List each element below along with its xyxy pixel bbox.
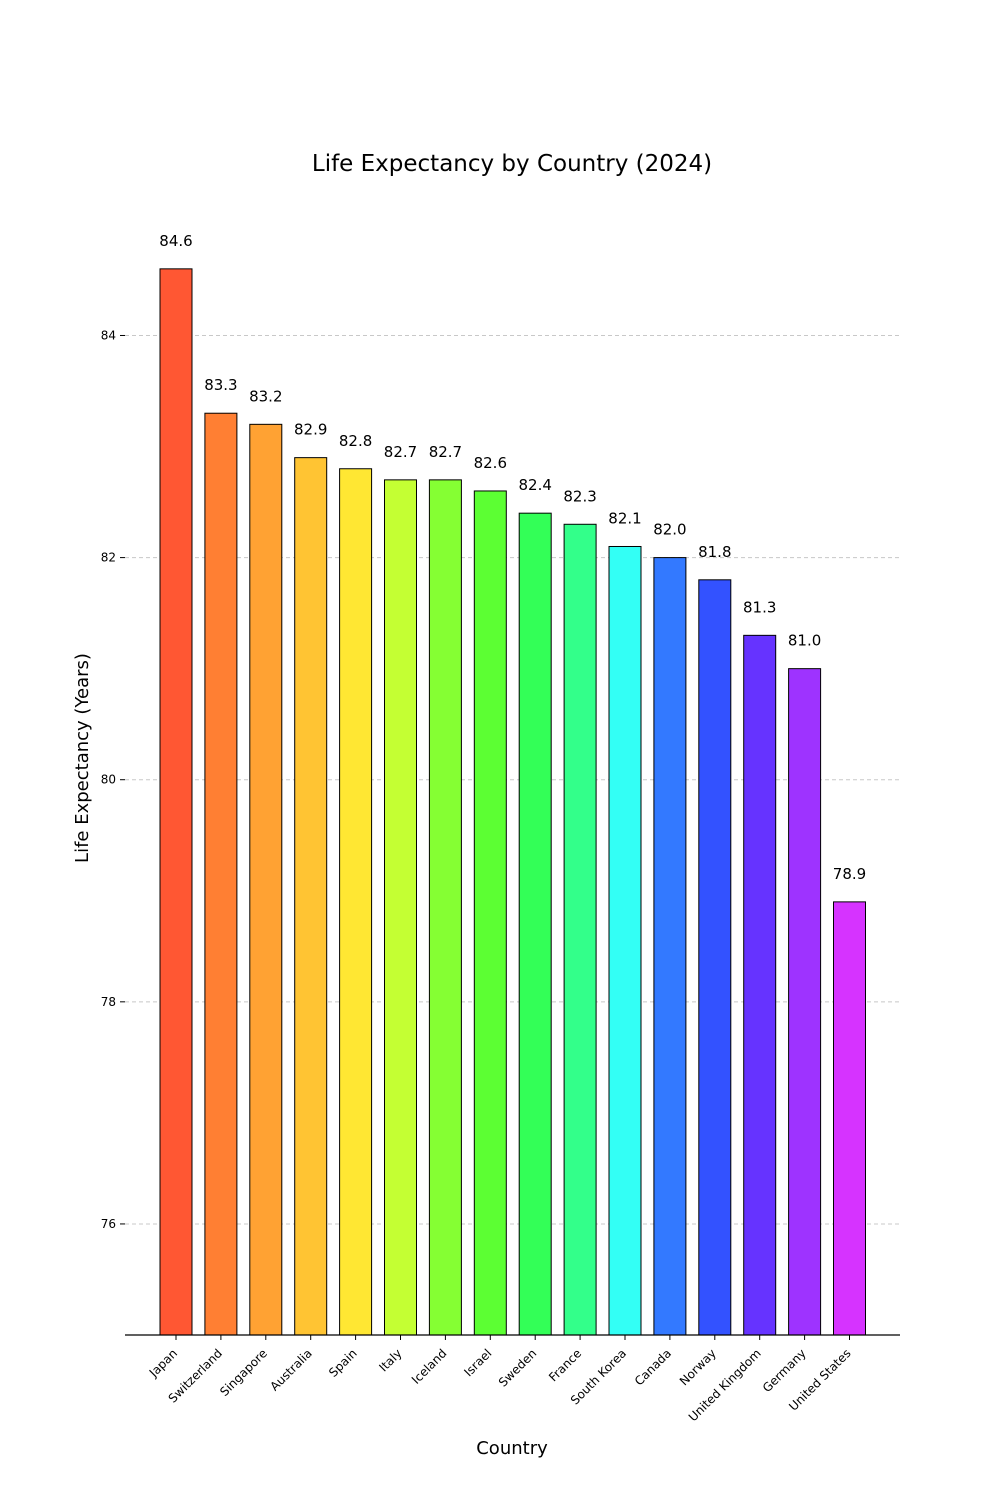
x-tick-label: Israel <box>461 1346 494 1379</box>
bar <box>249 423 283 1336</box>
bar-value-label: 83.2 <box>249 387 282 405</box>
bar-value-label: 83.3 <box>204 376 237 394</box>
bar-value-label: 82.7 <box>429 443 462 461</box>
bar <box>563 523 597 1336</box>
bar <box>159 268 193 1336</box>
bar-value-label: 82.0 <box>653 521 686 539</box>
bar <box>339 468 373 1336</box>
bar <box>653 557 687 1336</box>
bar <box>518 512 552 1336</box>
bar <box>204 412 238 1336</box>
bar-value-label: 82.1 <box>608 509 641 527</box>
x-tick-label: Spain <box>326 1346 360 1380</box>
x-tick-label: Norway <box>677 1346 719 1388</box>
y-tick-label: 78 <box>101 995 116 1009</box>
bar <box>833 901 866 1336</box>
y-tick-label: 80 <box>101 773 116 787</box>
bar-value-label: 81.3 <box>743 598 776 616</box>
bar-value-label: 82.8 <box>339 432 372 450</box>
y-axis-ticks: 76 78 80 82 84 <box>101 328 125 1231</box>
x-tick-label: France <box>546 1346 584 1384</box>
bar <box>384 479 417 1336</box>
y-tick-label: 84 <box>101 328 116 342</box>
bar-value-label: 82.6 <box>474 454 507 472</box>
y-tick-label: 82 <box>101 551 116 565</box>
gridlines <box>125 334 900 1225</box>
x-tick-label: Canada <box>632 1346 674 1388</box>
x-tick-label: Italy <box>376 1346 404 1374</box>
bar-value-label: 84.6 <box>159 232 192 250</box>
bar <box>428 479 462 1336</box>
x-tick-label: Sweden <box>496 1346 539 1389</box>
x-tick-label: Iceland <box>409 1346 450 1387</box>
x-tick-label: Australia <box>267 1346 314 1393</box>
y-axis-label: Life Expectancy (Years) <box>72 653 93 863</box>
x-axis-label: Country <box>476 1438 548 1459</box>
bar <box>294 457 328 1336</box>
x-tick-label: Singapore <box>217 1346 270 1399</box>
bars <box>159 268 866 1336</box>
bar <box>473 490 507 1336</box>
bar <box>743 634 777 1336</box>
bar <box>698 579 732 1336</box>
y-tick-label: 76 <box>101 1217 116 1231</box>
bar-value-label: 82.9 <box>294 421 327 439</box>
bar-value-label: 81.8 <box>698 543 731 561</box>
bar-value-label: 82.3 <box>563 487 596 505</box>
bar-value-label: 82.7 <box>384 443 417 461</box>
bar-value-label: 82.4 <box>518 476 551 494</box>
value-labels: 84.6 83.3 83.2 82.9 82.8 82.7 82.7 82.6 82.4 82.3… <box>159 232 866 883</box>
x-tick-label: Japan <box>146 1346 180 1380</box>
bar <box>788 668 822 1336</box>
bar-value-label: 78.9 <box>833 865 866 883</box>
bar-value-label: 81.0 <box>788 632 821 650</box>
bar <box>608 545 642 1336</box>
chart-title: Life Expectancy by Country (2024) <box>312 151 712 177</box>
